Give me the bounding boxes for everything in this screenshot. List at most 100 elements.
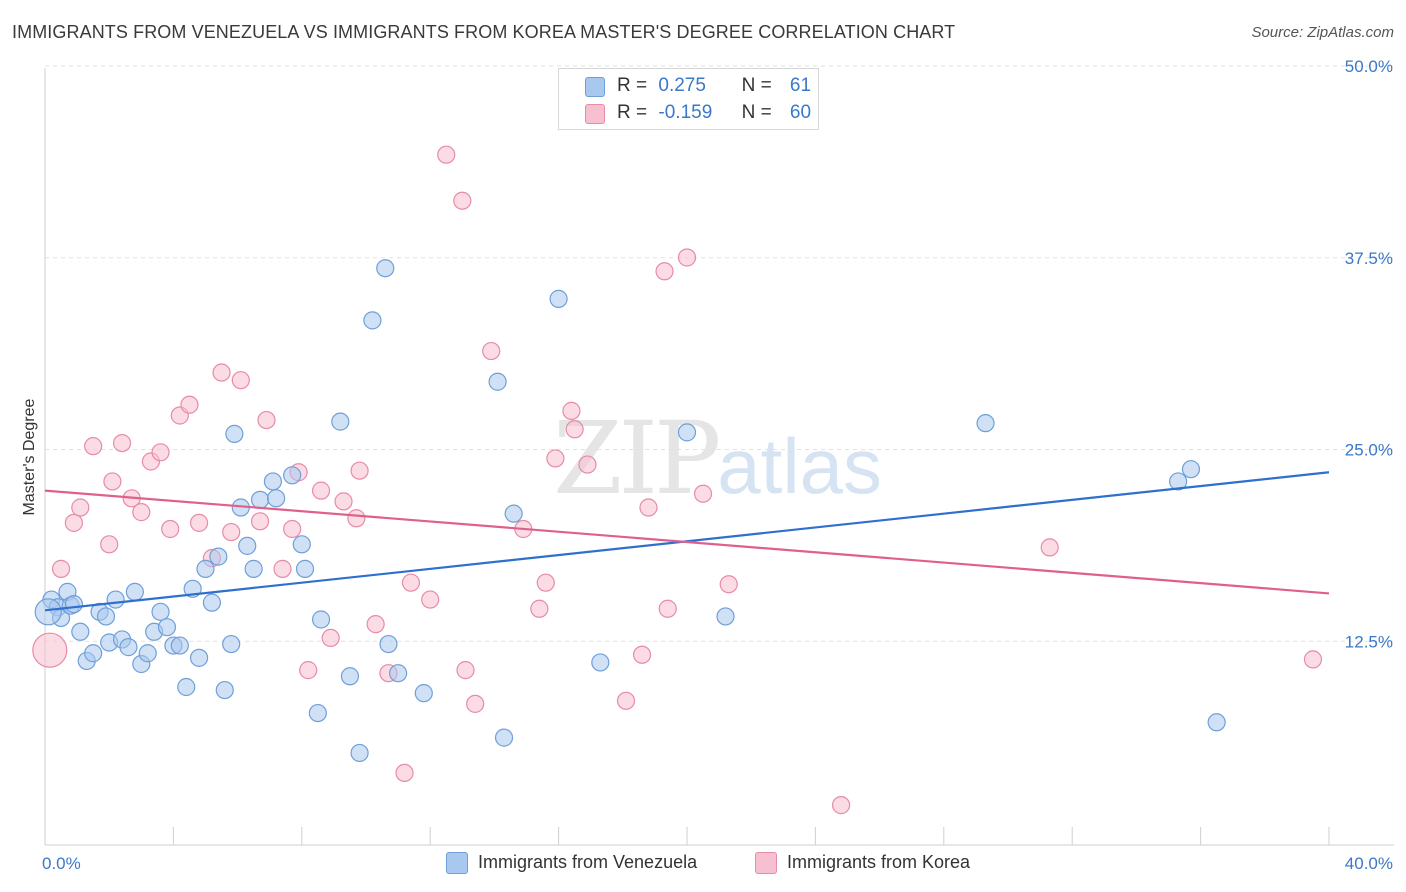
venezuela-point — [244, 559, 263, 578]
venezuela-point — [222, 634, 241, 654]
venezuela-point-large — [34, 598, 62, 626]
venezuela-point — [376, 259, 395, 278]
legend-n-value-venezuela: 61 — [789, 75, 812, 96]
venezuela-point — [202, 593, 222, 612]
venezuela-point — [106, 590, 125, 609]
legend-r-value-venezuela: 0.275 — [658, 75, 706, 96]
y-tick-label: 50.0% — [1345, 57, 1393, 76]
venezuela-point — [283, 466, 302, 485]
grid-lines — [45, 65, 1394, 642]
venezuela-point — [716, 607, 735, 626]
venezuela-point — [71, 622, 90, 641]
venezuela-point — [1169, 472, 1188, 491]
venezuela-point — [379, 634, 398, 654]
korea-point-large — [32, 632, 68, 668]
x-tick-label: 0.0% — [42, 854, 81, 873]
venezuela-point — [308, 703, 327, 723]
korea-point — [639, 498, 658, 517]
venezuela-point — [250, 490, 270, 509]
korea-point — [565, 420, 584, 439]
venezuela-point — [215, 680, 234, 700]
korea-point — [536, 573, 555, 592]
korea-point — [421, 590, 440, 609]
venezuela-point — [1207, 713, 1226, 732]
korea-point — [347, 509, 366, 528]
venezuela-point — [331, 412, 350, 431]
watermark-atlas: atlas — [717, 422, 883, 510]
venezuela-point — [488, 372, 507, 391]
korea-point — [273, 559, 292, 578]
venezuela-point — [292, 535, 311, 554]
venezuela-point — [189, 648, 209, 667]
venezuela-point — [504, 504, 523, 523]
legend-n-value-korea: 60 — [789, 102, 812, 123]
korea-point — [299, 661, 318, 680]
chart-title: IMMIGRANTS FROM VENEZUELA VS IMMIGRANTS … — [12, 22, 956, 42]
venezuela-point — [267, 489, 286, 508]
korea-point — [161, 519, 180, 539]
korea-point — [100, 535, 119, 554]
korea-point — [366, 615, 385, 634]
korea-point — [350, 461, 369, 480]
y-axis-label: Master's Degree — [21, 398, 38, 515]
source-credit: Source: ZipAtlas.com — [1251, 24, 1394, 41]
korea-point — [466, 694, 485, 713]
korea-point — [132, 503, 151, 522]
korea-point — [1040, 538, 1059, 557]
korea-point — [453, 191, 472, 210]
venezuela-point — [177, 677, 196, 697]
bottom-legend-swatch-venezuela — [446, 852, 468, 875]
korea-point — [64, 513, 83, 532]
korea-point — [112, 433, 132, 453]
venezuela-point — [151, 602, 170, 621]
venezuela-point — [350, 743, 369, 763]
korea-point — [693, 484, 713, 503]
korea-point — [231, 371, 250, 390]
correlation-legend: R = 0.275 N = 61 R = -0.159 N = 60 — [558, 68, 819, 130]
axes — [44, 68, 1394, 846]
bottom-legend-venezuela: Immigrants from Venezuela — [446, 852, 698, 875]
venezuela-point — [1181, 460, 1201, 479]
korea-point — [189, 513, 209, 532]
korea-point — [482, 341, 501, 361]
x-tick-label: 40.0% — [1345, 854, 1393, 873]
venezuela-point — [494, 728, 514, 747]
y-tick-label: 37.5% — [1345, 249, 1393, 268]
venezuela-point — [389, 664, 408, 683]
venezuela-point — [225, 424, 244, 443]
trend-lines — [44, 471, 1330, 612]
venezuela-point — [976, 414, 995, 433]
korea-point — [395, 763, 414, 783]
korea-point — [51, 559, 71, 578]
legend-r-label: R = — [617, 102, 648, 123]
bottom-legend-swatch-korea — [755, 852, 777, 875]
venezuela-point — [414, 684, 433, 703]
korea-point — [222, 522, 241, 542]
venezuela-point — [295, 559, 315, 578]
korea-point — [655, 262, 674, 281]
venezuela-point — [363, 311, 382, 330]
y-tick-label: 12.5% — [1345, 632, 1393, 651]
tick-labels: 12.5% 25.0% 37.5% 50.0% 0.0% 40.0% — [42, 57, 1393, 873]
korea-point — [321, 628, 340, 648]
korea-point — [546, 449, 565, 468]
korea-points — [32, 145, 1323, 815]
venezuela-point — [125, 582, 144, 601]
venezuela-point — [157, 618, 177, 637]
venezuela-point — [263, 472, 283, 491]
korea-point — [616, 691, 636, 710]
venezuela-point — [170, 636, 189, 655]
legend-n-label: N = — [741, 102, 772, 123]
venezuela-point — [196, 559, 215, 578]
bottom-legend-label-venezuela: Immigrants from Venezuela — [478, 852, 698, 872]
korea-point — [831, 796, 851, 815]
venezuela-point — [677, 423, 697, 442]
korea-point — [334, 492, 353, 511]
korea-trend-line — [44, 489, 1330, 595]
venezuela-points — [34, 259, 1226, 763]
korea-point — [283, 519, 302, 539]
venezuela-point — [96, 607, 116, 626]
korea-point — [632, 645, 652, 664]
venezuela-point — [138, 644, 157, 663]
